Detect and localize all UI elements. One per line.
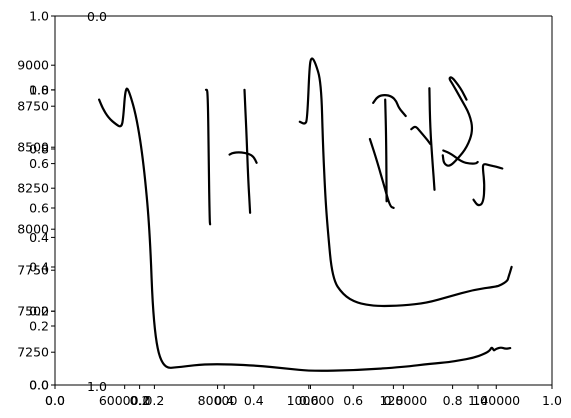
overlay-y-tick-label: 0.0 (29, 378, 49, 393)
ink-stroke-9 (410, 125, 432, 145)
ink-stroke-8 (384, 98, 388, 203)
overlay-b-y-tick-label: 0.6 (29, 201, 49, 216)
axes-layer: 7250 7500 7750 8000 8250 8500 8750 9000 60000.0 8… (17, 9, 562, 409)
x-tick-label: 100000 (287, 393, 335, 408)
overlay-x-tick-label: 1.0 (542, 393, 562, 408)
y-tick-label: 8750 (17, 99, 49, 114)
y-tick-label: 7250 (17, 345, 49, 360)
ink-stroke-11 (441, 76, 474, 167)
ink-stroke-13 (472, 163, 504, 207)
overlay-b-x-tick-label: 0.2 (130, 393, 150, 408)
x-tick-label: 80000 (198, 393, 238, 408)
ink-stroke-12 (442, 149, 479, 165)
overlay-y-tick-label: 0.8 (29, 82, 49, 97)
inset-y-tick-label: 0.0 (87, 9, 107, 24)
strokes-layer (98, 57, 513, 372)
overlay-b-y-tick-label: 0.8 (29, 142, 49, 157)
overlay-b-y-tick-label: 1.0 (29, 83, 49, 98)
ink-stroke-3 (228, 151, 258, 164)
overlay-b-y-tick-label: 0.4 (29, 260, 49, 275)
ink-stroke-6 (372, 94, 407, 118)
x-tick-label: 120000 (380, 393, 428, 408)
overlay-x-tick-label: 0.2 (144, 393, 164, 408)
overlay-b-x-tick-label: 0.6 (299, 393, 319, 408)
overlay-b-x-tick-label: 1.0 (468, 393, 488, 408)
overlay-x-tick-label: 0.0 (45, 393, 65, 408)
y-tick-label: 8000 (17, 222, 49, 237)
overlay-y-tick-label: 0.2 (29, 304, 49, 319)
ink-stroke-2 (204, 88, 212, 226)
overlay-x-tick-label: 0.4 (244, 393, 264, 408)
overlay-y-tick-label: 0.6 (29, 156, 49, 171)
overlay-b-x-tick-label: 0.0 (45, 393, 65, 408)
ink-stroke-10 (428, 87, 436, 191)
x-tick-label: 60000.0 (99, 393, 151, 408)
overlay-y-tick-label: 0.4 (29, 230, 49, 245)
y-tick-label: 9000 (17, 58, 49, 73)
ink-stroke-4 (243, 88, 252, 214)
overlay-b-y-tick-label: 0.0 (29, 378, 49, 393)
overlay-y-tick-label: 1.0 (29, 9, 49, 24)
overlay-b-x-tick-label: 0.8 (383, 393, 403, 408)
y-tick-label: 8500 (17, 140, 49, 155)
x-tick-label: 140000 (472, 393, 520, 408)
y-tick-label: 7750 (17, 263, 49, 278)
overlay-b-x-tick-label: 0.4 (214, 393, 234, 408)
overlay-b-y-tick-label: 0.2 (29, 319, 49, 334)
y-tick-label: 7500 (17, 304, 49, 319)
ink-stroke-5 (298, 57, 513, 308)
overlay-x-tick-label: 0.8 (443, 393, 463, 408)
inset-x-tick-label: 1.0 (87, 379, 107, 394)
y-tick-label: 8250 (17, 181, 49, 196)
ink-stroke-7 (368, 137, 395, 209)
overlay-x-tick-label: 0.6 (343, 393, 363, 408)
ink-stroke-1 (98, 87, 512, 372)
